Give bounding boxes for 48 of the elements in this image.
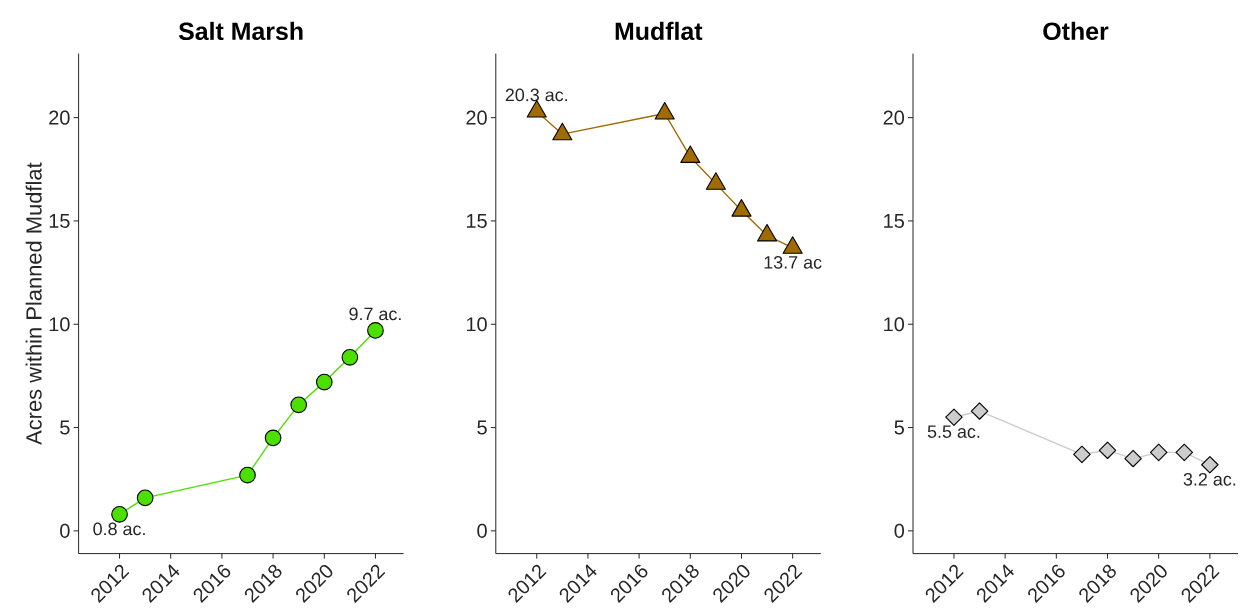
point	[945, 408, 963, 426]
point	[552, 122, 573, 141]
chart-title: Mudflat	[615, 21, 703, 41]
data-label: 5.5 ac.	[927, 425, 980, 438]
point	[1073, 445, 1091, 464]
point	[654, 101, 675, 120]
y-tick-label: 20	[466, 110, 487, 125]
point	[341, 348, 359, 366]
y-tick-label: 5	[894, 420, 904, 435]
point	[970, 402, 989, 420]
y-tick-label: 15	[884, 214, 904, 228]
point	[290, 396, 308, 414]
point	[680, 145, 701, 163]
point	[756, 223, 778, 242]
point	[367, 322, 384, 339]
point	[111, 505, 128, 523]
chart-title: Other	[1043, 21, 1109, 41]
y-tick-label: 0	[60, 523, 70, 538]
y-tick-label: 10	[884, 317, 905, 332]
data-label: 9.7 ac.	[349, 307, 401, 321]
y-tick-label: 20	[883, 110, 905, 125]
point	[705, 172, 726, 190]
data-label: 0.8 ac.	[93, 522, 145, 536]
point	[1124, 449, 1142, 468]
point	[1175, 443, 1194, 462]
point	[239, 466, 256, 484]
y-tick-label: 15	[466, 214, 487, 228]
point	[264, 429, 282, 447]
y-axis-title: Acres within Planned Mudflat	[25, 162, 42, 445]
y-tick-label: 5	[477, 420, 487, 435]
chart-title: Salt Marsh	[178, 21, 303, 41]
y-tick-label: 15	[49, 214, 70, 228]
data-label: 13.7 ac	[764, 256, 822, 269]
point	[1149, 443, 1168, 462]
y-tick-label: 20	[49, 110, 70, 125]
y-tick-label: 10	[49, 317, 70, 332]
y-tick-label: 10	[466, 317, 487, 332]
point	[1201, 456, 1219, 474]
point	[315, 373, 333, 391]
point	[731, 199, 752, 217]
point	[782, 236, 803, 254]
y-tick-label: 0	[477, 523, 487, 538]
y-tick-label: 0	[894, 523, 905, 538]
y-tick-label: 5	[60, 420, 70, 435]
data-label: 3.2 ac.	[1183, 472, 1236, 486]
data-label: 20.3 ac.	[505, 88, 567, 102]
point	[136, 489, 154, 507]
point	[1098, 441, 1117, 460]
